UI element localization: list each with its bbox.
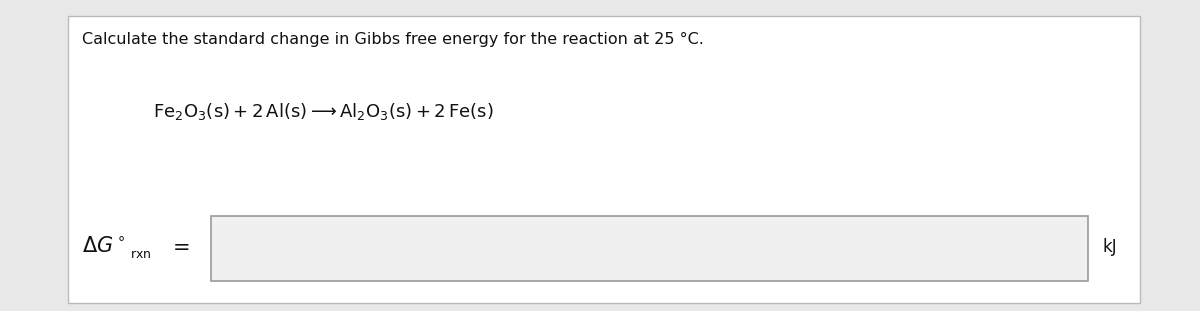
Text: $\mathrm{Fe_2O_3(s) + 2\,Al(s) \longrightarrow Al_2O_3(s) + 2\,Fe(s)}$: $\mathrm{Fe_2O_3(s) + 2\,Al(s) \longrigh… [154, 101, 493, 122]
Text: $=$: $=$ [168, 236, 190, 257]
Text: kJ: kJ [1102, 238, 1117, 256]
Text: Calculate the standard change in Gibbs free energy for the reaction at 25 °C.: Calculate the standard change in Gibbs f… [82, 32, 704, 47]
Text: $\mathrm{rxn}$: $\mathrm{rxn}$ [130, 248, 151, 261]
Bar [211, 216, 1088, 281]
Bar [68, 16, 1140, 303]
Text: $\Delta G^\circ$: $\Delta G^\circ$ [82, 235, 126, 256]
